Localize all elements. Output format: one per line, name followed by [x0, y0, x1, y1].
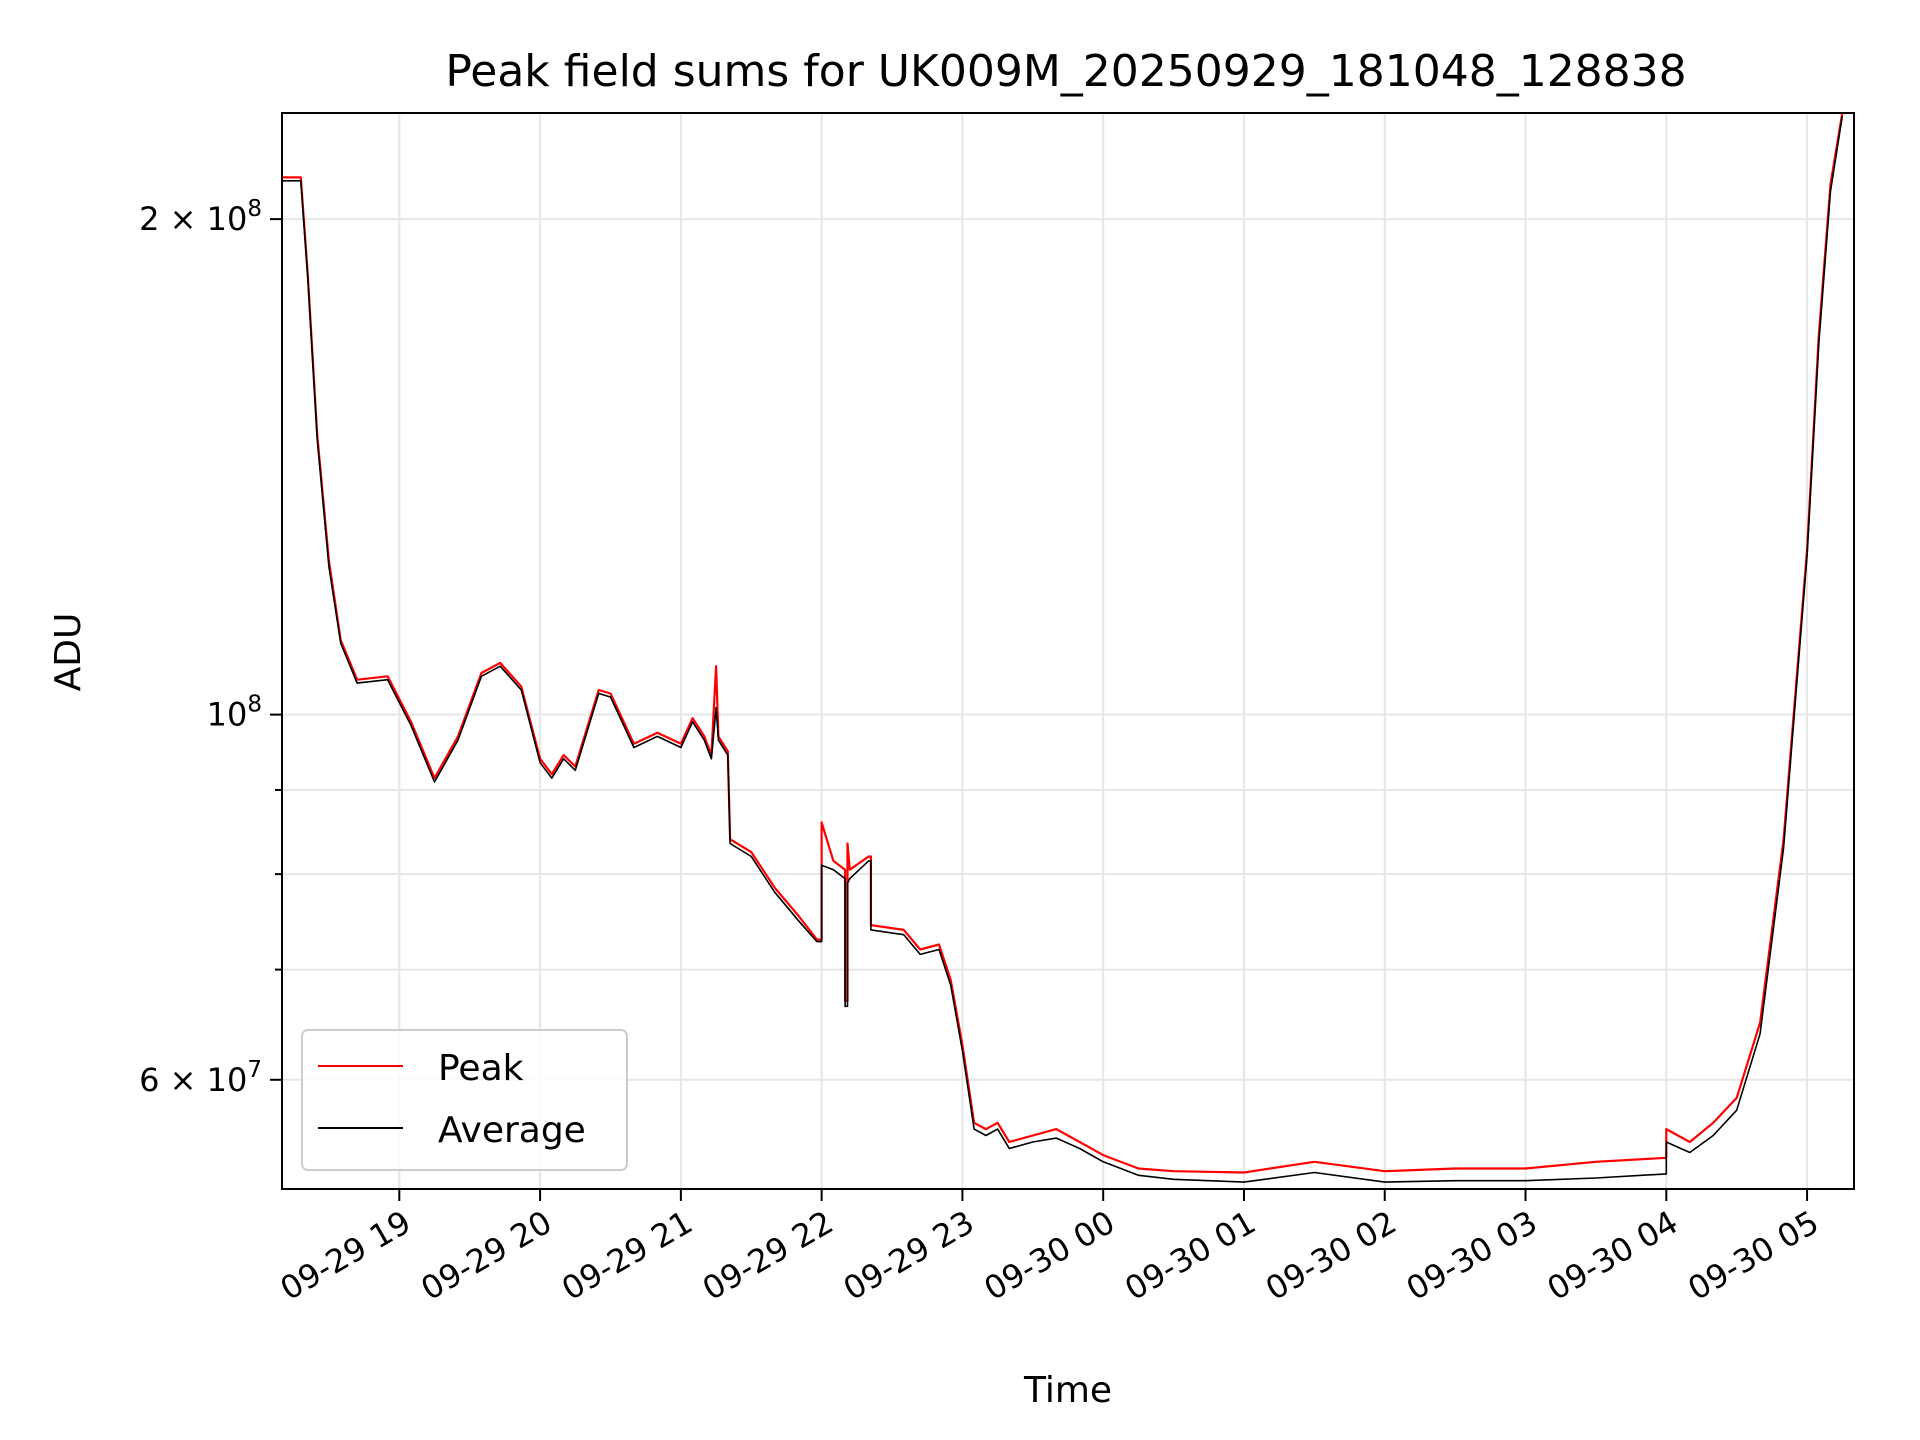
x-axis-label: Time	[1023, 1370, 1112, 1411]
y-tick-label: 108	[207, 692, 262, 734]
legend-label-peak: Peak	[438, 1048, 524, 1089]
series-line-average	[282, 115, 1844, 1183]
series-layer	[282, 113, 1844, 1183]
y-tick-label: 2 × 108	[139, 196, 262, 238]
legend: Peak Average	[301, 1029, 628, 1171]
chart-title: Peak field sums for UK009M_20250929_1810…	[445, 46, 1686, 97]
legend-label-average: Average	[438, 1110, 586, 1151]
y-tick-label: 6 × 107	[139, 1057, 262, 1099]
y-axis-label: ADU	[48, 613, 89, 692]
plot-frame	[281, 112, 1855, 1190]
grid	[282, 113, 1854, 1189]
